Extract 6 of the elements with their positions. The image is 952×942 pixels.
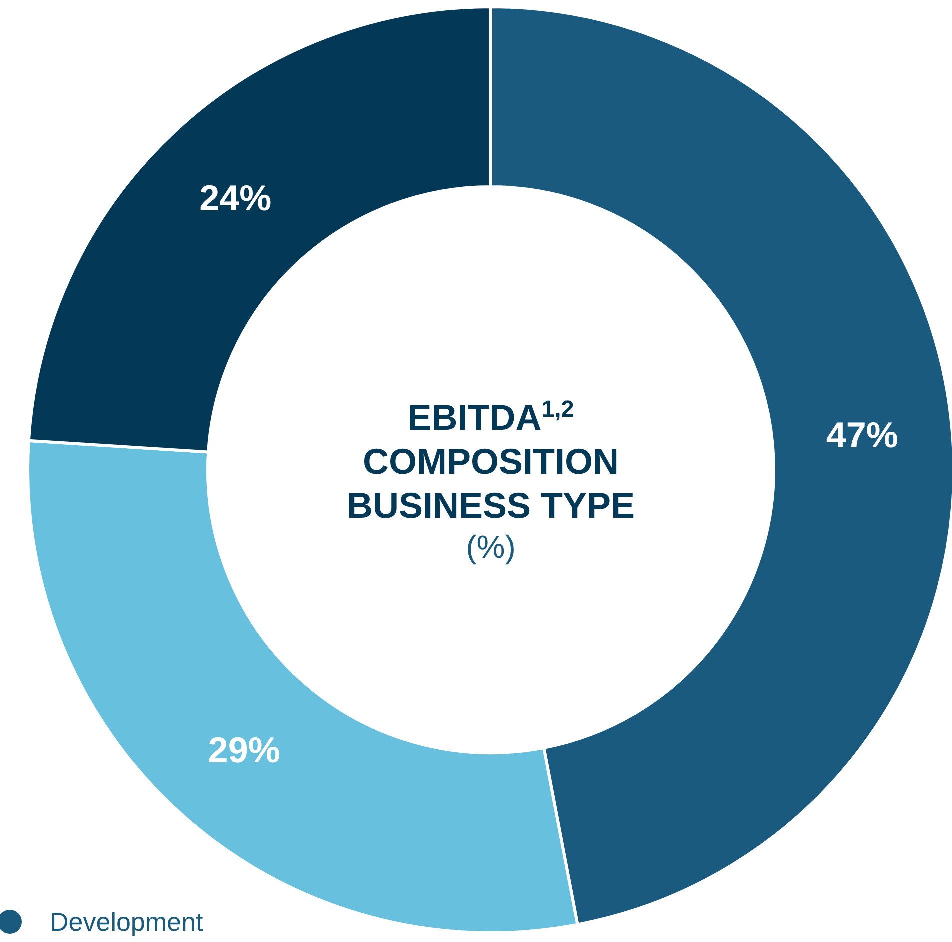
data-label: 47% (826, 414, 898, 456)
text: EBITDA$^{1,2}$ COMPOSITION BUSINESS TYPE (346, 396, 636, 526)
text: (%) (466, 529, 516, 565)
data-label: 29% (208, 729, 280, 770)
legend-label: Development (50, 907, 204, 938)
data-label: 24% (200, 178, 272, 219)
